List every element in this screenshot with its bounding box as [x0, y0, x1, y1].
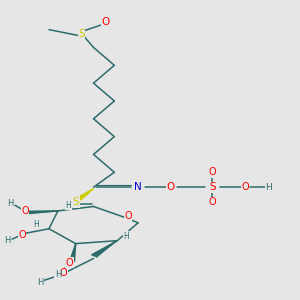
Text: S: S: [78, 29, 85, 39]
Polygon shape: [76, 189, 94, 200]
Text: O: O: [241, 182, 249, 192]
Text: O: O: [18, 230, 26, 240]
Text: O: O: [167, 182, 175, 192]
Polygon shape: [92, 241, 117, 256]
Polygon shape: [28, 211, 58, 214]
Text: H: H: [4, 236, 11, 245]
Text: S: S: [72, 197, 79, 207]
Text: H: H: [55, 270, 61, 279]
Text: O: O: [66, 258, 74, 268]
Text: H: H: [123, 232, 129, 241]
Text: O: O: [208, 197, 216, 207]
Polygon shape: [70, 244, 76, 261]
Text: H: H: [37, 278, 43, 287]
Text: N: N: [134, 182, 142, 192]
Text: O: O: [60, 268, 68, 278]
Text: H: H: [66, 201, 71, 210]
Text: O: O: [101, 17, 110, 27]
Text: S: S: [209, 182, 216, 192]
Text: H: H: [7, 199, 14, 208]
Text: O: O: [208, 167, 216, 177]
Text: H: H: [266, 183, 272, 192]
Text: O: O: [21, 206, 29, 216]
Text: O: O: [124, 211, 132, 221]
Text: H: H: [33, 220, 39, 229]
